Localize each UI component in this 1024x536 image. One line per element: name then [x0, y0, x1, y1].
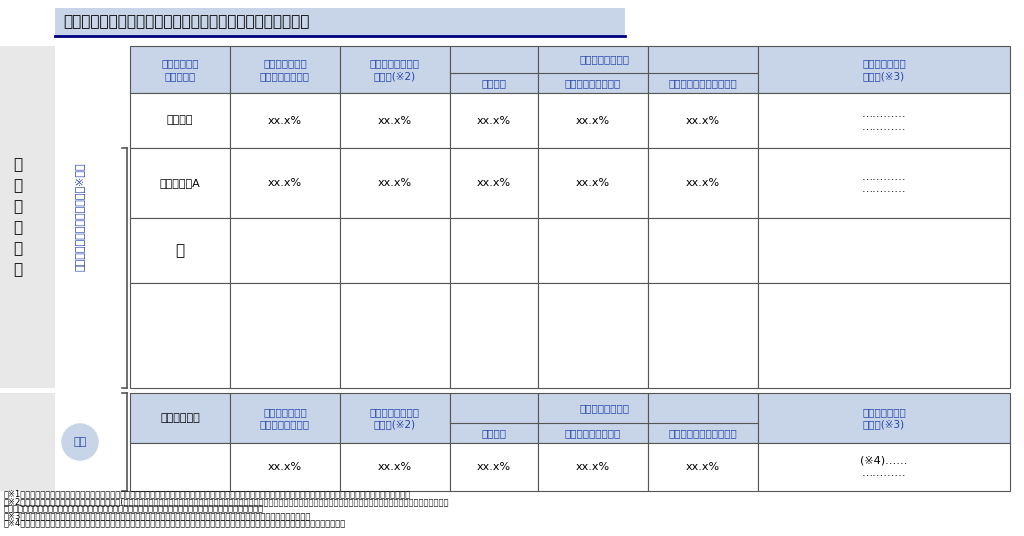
Bar: [648, 283, 758, 388]
Text: 任意: 任意: [74, 437, 87, 447]
Text: xx.x%: xx.x%: [575, 462, 610, 472]
Bar: [450, 393, 538, 443]
Text: xx.x%: xx.x%: [575, 178, 610, 188]
Bar: [340, 393, 450, 443]
Text: 男女の賃金の格差: 男女の賃金の格差: [579, 403, 629, 413]
Bar: [538, 148, 648, 218]
Text: xx.x%: xx.x%: [378, 178, 412, 188]
Text: xx.x%: xx.x%: [477, 115, 511, 125]
Bar: [648, 393, 758, 443]
Bar: [450, 218, 538, 283]
Bar: [130, 148, 230, 218]
Text: xx.x%: xx.x%: [686, 178, 720, 188]
Text: 男性の育児休業等
取得率(※2): 男性の育児休業等 取得率(※2): [370, 58, 420, 81]
Text: うちパート・有期労働者: うちパート・有期労働者: [669, 428, 737, 438]
Bar: [230, 46, 340, 93]
Text: （※1）「従業員の状況」に記載しきれない場合は、主要な連結子会社のみを「従業員の状況」に記載し、それ以外を有価証券報告書の「その他の参考情報」に記載することも可: （※1）「従業員の状況」に記載しきれない場合は、主要な連結子会社のみを「従業員の…: [4, 489, 412, 498]
Text: うちパート・有期労働者: うちパート・有期労働者: [669, 78, 737, 88]
Bar: [130, 283, 230, 388]
Bar: [130, 46, 230, 93]
Bar: [130, 93, 230, 148]
Text: 任意の追加的な
記載欄(※3): 任意の追加的な 記載欄(※3): [862, 58, 906, 81]
Bar: [758, 218, 1010, 283]
Text: ：: ：: [175, 243, 184, 258]
Bar: [538, 218, 648, 283]
Bar: [758, 393, 1010, 443]
Text: 連結子会社A: 連結子会社A: [160, 178, 201, 188]
Text: 男女の賃金の格差: 男女の賃金の格差: [579, 55, 629, 64]
Bar: [648, 93, 758, 148]
Text: うち正規雇用労働者: うち正規雇用労働者: [565, 78, 622, 88]
Bar: [758, 148, 1010, 218]
Bar: [758, 93, 1010, 148]
Text: xx.x%: xx.x%: [268, 462, 302, 472]
Bar: [230, 283, 340, 388]
Bar: [450, 283, 538, 388]
Bar: [538, 393, 648, 443]
Text: xx.x%: xx.x%: [686, 115, 720, 125]
Text: 提出会社及び
連結子会社: 提出会社及び 連結子会社: [161, 58, 199, 81]
Bar: [230, 148, 340, 218]
Text: 全労働者: 全労働者: [481, 78, 507, 88]
Text: 指標を公表した連結子会社（※１）: 指標を公表した連結子会社（※１）: [75, 163, 85, 271]
Bar: [230, 393, 340, 443]
Text: 連結グループ: 連結グループ: [160, 413, 200, 423]
Text: 提出会社: 提出会社: [167, 115, 194, 125]
Bar: [230, 443, 340, 491]
Bar: [648, 46, 758, 93]
Text: xx.x%: xx.x%: [575, 115, 610, 125]
Text: xx.x%: xx.x%: [477, 462, 511, 472]
Bar: [55, 8, 625, 36]
Text: xx.x%: xx.x%: [686, 462, 720, 472]
Text: xx.x%: xx.x%: [268, 115, 302, 125]
Bar: [758, 283, 1010, 388]
Bar: [450, 443, 538, 491]
Bar: [340, 148, 450, 218]
Bar: [340, 93, 450, 148]
Text: 管理職に占める
女性労働者の割合: 管理職に占める 女性労働者の割合: [260, 58, 310, 81]
Bar: [0, 393, 55, 491]
Text: xx.x%: xx.x%: [378, 115, 412, 125]
Text: 男性の育児休業等
取得率(※2): 男性の育児休業等 取得率(※2): [370, 407, 420, 429]
Bar: [450, 46, 538, 93]
Text: …………
…………: ………… …………: [862, 172, 906, 194]
Text: 従
業
員
の
状
況: 従 業 員 の 状 況: [13, 157, 23, 277]
Text: xx.x%: xx.x%: [268, 178, 302, 188]
Text: …………
…………: ………… …………: [862, 109, 906, 132]
Text: （※2）女性活躍推進法に基づき雇用管理区分ごと(正規、パート等）の男性の育児休業取得率を公表した場合、有価証券報告書においても雇用管理区分ごとの実績を記載。また: （※2）女性活躍推進法に基づき雇用管理区分ごと(正規、パート等）の男性の育児休業…: [4, 497, 450, 507]
Bar: [538, 283, 648, 388]
Text: に基づく指標を公表する場合は、育児休業等、又は育児休業等＋育児目的休暇の、どちらの取得割合であるかを記載: に基づく指標を公表する場合は、育児休業等、又は育児休業等＋育児目的休暇の、どちら…: [4, 504, 264, 513]
Text: (※4)……
…………: (※4)…… …………: [860, 456, 907, 478]
Text: 任意の追加的な
記載欄(※3): 任意の追加的な 記載欄(※3): [862, 407, 906, 429]
Bar: [230, 218, 340, 283]
Text: （※4）連結グループで記載する際に、海外子会社を含めた指標を記載するなど女性活躍推進法等と定義が異なる場合には、その指標の定義を記載する: （※4）連結グループで記載する際に、海外子会社を含めた指標を記載するなど女性活躍…: [4, 518, 346, 527]
Bar: [130, 218, 230, 283]
Bar: [450, 93, 538, 148]
Bar: [648, 443, 758, 491]
Bar: [130, 393, 230, 443]
Bar: [758, 443, 1010, 491]
Text: 管理職に占める
女性労働者の割合: 管理職に占める 女性労働者の割合: [260, 407, 310, 429]
Circle shape: [62, 424, 98, 460]
Bar: [450, 148, 538, 218]
Bar: [648, 218, 758, 283]
Text: 全労働者: 全労働者: [481, 428, 507, 438]
Bar: [130, 443, 230, 491]
Bar: [758, 46, 1010, 93]
Text: xx.x%: xx.x%: [477, 178, 511, 188]
Text: xx.x%: xx.x%: [378, 462, 412, 472]
Bar: [538, 93, 648, 148]
Bar: [538, 46, 648, 93]
Bar: [340, 283, 450, 388]
Bar: [340, 443, 450, 491]
Bar: [340, 218, 450, 283]
Bar: [0, 46, 55, 388]
Text: うち正規雇用労働者: うち正規雇用労働者: [565, 428, 622, 438]
Text: （※3）数値の背景、各社の取組み、目標をより正確に理解できるよう、任意で、より詳細な情報や補足的な情報を記載することも可能: （※3）数値の背景、各社の取組み、目標をより正確に理解できるよう、任意で、より詳…: [4, 511, 311, 520]
Bar: [230, 93, 340, 148]
Bar: [538, 443, 648, 491]
Bar: [340, 46, 450, 93]
Text: 有価証券報告書における多様性に関する指標の記載イメージ: 有価証券報告書における多様性に関する指標の記載イメージ: [63, 14, 309, 29]
Bar: [648, 148, 758, 218]
